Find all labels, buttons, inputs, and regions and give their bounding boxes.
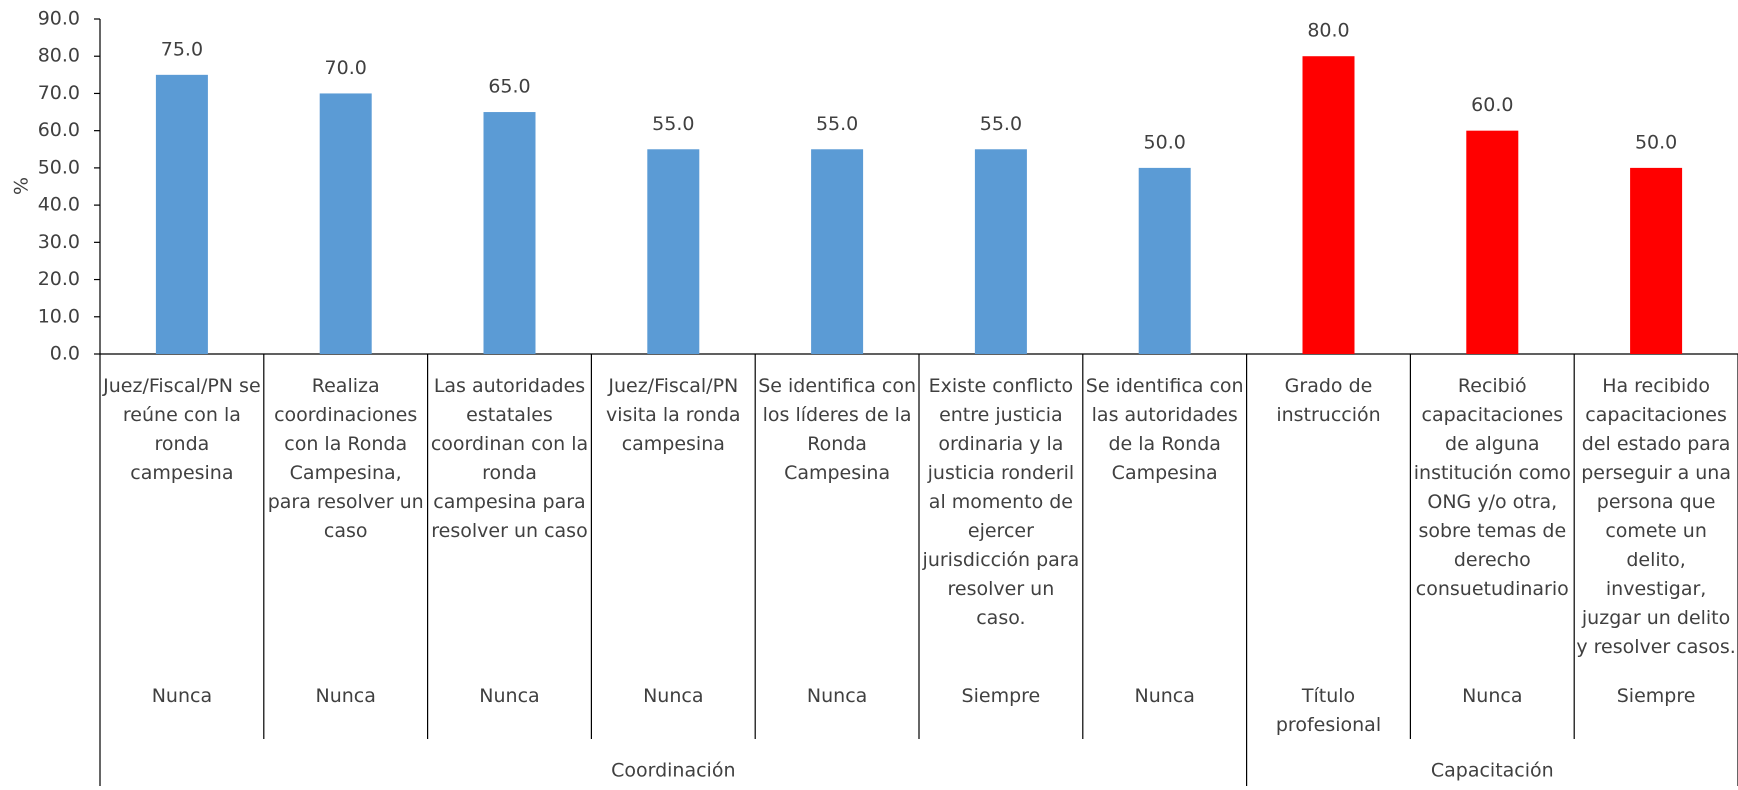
y-tick-label: 40.0 [38,194,80,216]
group-label: Coordinación [611,760,735,782]
bar [319,93,372,354]
x-tick-label: Grado de instrucción [1276,375,1380,426]
sublabel: Siempre [962,685,1041,707]
bar [1138,167,1191,354]
bar [1302,56,1355,354]
group-label: Capacitación [1431,760,1554,782]
x-tick-label: Se identifica con las autoridades de la Ro… [1086,375,1244,484]
y-tick-label: 50.0 [38,156,80,178]
bar [647,149,700,354]
y-tick-label: 80.0 [38,45,80,67]
y-axis-label: % [11,177,33,195]
value-label: 55.0 [816,113,858,135]
sublabel: Nunca [1462,685,1522,707]
value-label: 80.0 [1307,20,1349,42]
x-tick-label: Juez/Fiscal/PN se reúne con la ronda campes… [102,375,261,484]
sublabel: Nunca [316,685,376,707]
value-label: 55.0 [652,113,694,135]
y-tick-label: 10.0 [38,305,80,327]
y-tick-label: 90.0 [38,8,80,30]
value-label: 65.0 [488,76,530,98]
value-label: 50.0 [1144,131,1186,153]
x-tick-label: Existe conflicto entre justicia ordinaria … [922,375,1080,629]
bar [155,74,208,354]
sublabel: Nunca [643,685,703,707]
sublabel: Nunca [1135,685,1195,707]
value-label: 70.0 [325,57,367,79]
y-tick-label: 30.0 [38,231,80,253]
sublabel: Nunca [152,685,212,707]
bar [811,149,864,354]
sublabel: Nunca [479,685,539,707]
x-tick-label: Se identifica con los líderes de la Ronda C… [758,375,916,484]
bar [1466,130,1519,354]
bar [483,112,536,354]
x-tick-label: Recibió capacitaciones de alguna institució… [1414,375,1571,600]
y-tick-label: 70.0 [38,82,80,104]
value-label: 50.0 [1635,131,1677,153]
x-tick-label: Realiza coordinaciones con la Ronda Campesi… [268,375,424,542]
x-tick-label: Juez/Fiscal/PN visita la ronda campesina [606,375,741,455]
bar [974,149,1027,354]
bar [1630,167,1683,354]
sublabel: Título profesional [1276,685,1381,736]
x-tick-label: Ha recibido capacitaciones del estado para… [1576,375,1736,658]
y-tick-label: 60.0 [38,119,80,141]
x-tick-label: Las autoridades estatales coordinan con la… [431,375,588,542]
y-tick-label: 20.0 [38,268,80,290]
y-tick-label: 0.0 [50,343,80,365]
sublabel: Siempre [1617,685,1696,707]
value-label: 55.0 [980,113,1022,135]
value-label: 60.0 [1471,94,1513,116]
value-label: 75.0 [161,38,203,60]
sublabel: Nunca [807,685,867,707]
